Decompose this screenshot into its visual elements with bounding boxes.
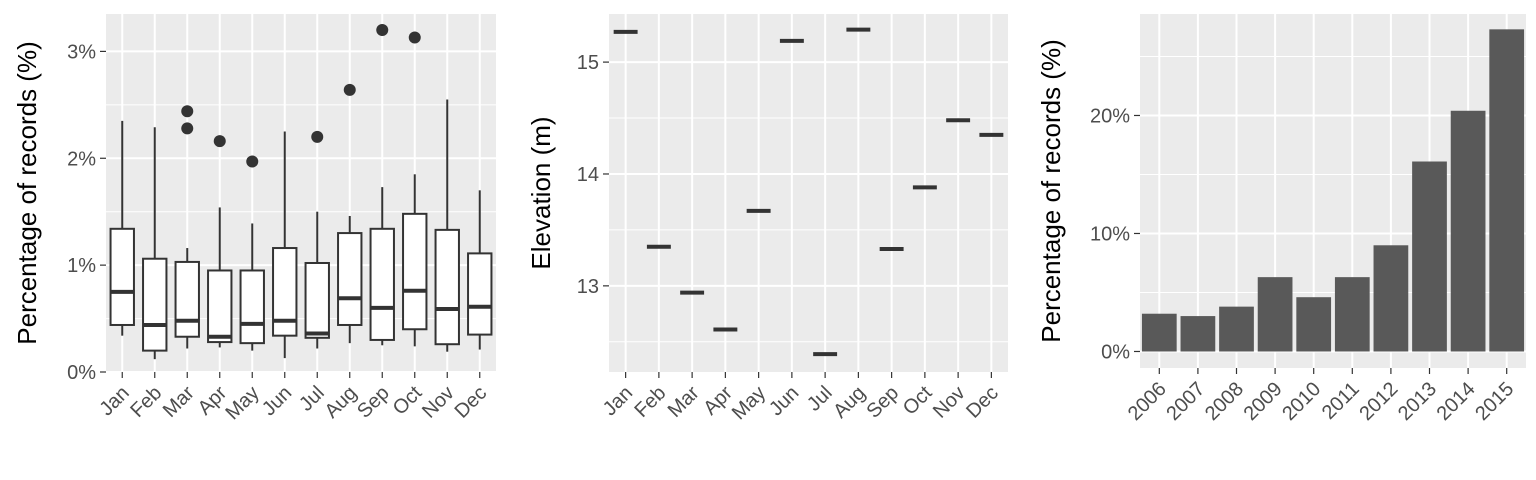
bar (1412, 161, 1447, 352)
y-tick-label: 0% (1101, 341, 1130, 363)
x-tick-label: 2015 (1471, 378, 1518, 425)
bar (1180, 316, 1216, 352)
x-tick-label: 2006 (1124, 378, 1171, 425)
box (434, 228, 460, 346)
x-tick-label: Jan (599, 382, 637, 420)
y-tick-label: 15 (577, 52, 599, 74)
y-axis-title: Elevation (m) (526, 116, 556, 269)
y-tick-label: 2% (67, 148, 96, 170)
box (174, 260, 200, 338)
y-axis-title: Percentage of records (%) (1036, 39, 1066, 342)
bar (1219, 306, 1254, 352)
x-tick-label: Jun (258, 382, 296, 420)
bar (1296, 297, 1332, 352)
box (142, 257, 168, 352)
y-tick-label: 20% (1090, 105, 1130, 127)
box (337, 232, 363, 326)
y-tick-label: 10% (1090, 223, 1130, 245)
box (207, 269, 233, 344)
x-tick-label: Dec (451, 382, 492, 423)
box (402, 212, 428, 331)
x-tick-label: Sep (862, 382, 903, 423)
x-tick-label: Oct (899, 382, 937, 420)
x-tick-label: Feb (630, 382, 670, 422)
box (467, 252, 493, 336)
monthly-percentage-boxplot: 0%1%2%3%JanFebMarAprMayJunJulAugSepOctNo… (12, 14, 496, 424)
x-tick-label: Apr (699, 382, 737, 420)
outlier-point (246, 155, 259, 168)
x-tick-label: Feb (126, 382, 166, 422)
y-tick-label: 3% (67, 41, 96, 63)
y-tick-label: 13 (577, 276, 599, 298)
x-tick-label: 2008 (1201, 378, 1248, 425)
x-tick-label: Dec (962, 382, 1003, 423)
x-tick-label: Mar (159, 382, 199, 422)
y-tick-label: 14 (577, 164, 599, 186)
x-tick-label: Oct (389, 382, 427, 420)
box (239, 269, 265, 345)
yearly-percentage-barchart: 0% 10% 20% 20062007200820092010201120122013… (1036, 14, 1526, 425)
outlier-point (376, 24, 389, 37)
x-tick-label: Jun (765, 382, 803, 420)
x-tick-label: 2012 (1355, 378, 1402, 425)
x-tick-label: May (728, 382, 770, 424)
x-tick-label: Sep (353, 382, 394, 423)
box (369, 227, 395, 341)
x-tick-label: Jan (95, 382, 133, 420)
x-tick-label: Aug (321, 382, 362, 423)
outlier-point (343, 83, 356, 96)
outlier-point (213, 135, 226, 148)
y-axis-title: Percentage of records (%) (12, 41, 42, 344)
bar (1334, 277, 1370, 352)
y-tick-label: 0% (67, 362, 96, 384)
box (304, 261, 330, 339)
x-tick-label: Mar (664, 382, 704, 422)
x-tick-label: 2009 (1240, 378, 1287, 425)
box (109, 227, 135, 326)
x-tick-label: 2013 (1394, 378, 1441, 425)
x-tick-label: 2014 (1433, 378, 1480, 425)
y-tick-label: 1% (67, 255, 96, 277)
bar (1141, 313, 1177, 352)
panel-background (609, 14, 1008, 372)
x-tick-label: Aug (829, 382, 870, 423)
outlier-point (181, 122, 194, 135)
x-tick-label: Nov (929, 382, 970, 423)
outlier-point (181, 105, 194, 118)
outlier-point (408, 31, 421, 44)
x-tick-label: 2010 (1278, 378, 1325, 425)
bar (1257, 277, 1293, 352)
x-tick-label: 2011 (1318, 378, 1364, 424)
panel-background (106, 14, 496, 372)
x-tick-label: Nov (418, 382, 459, 423)
bar (1373, 245, 1409, 352)
x-tick-label: May (222, 382, 264, 424)
x-tick-label: 2007 (1162, 378, 1209, 425)
outlier-point (311, 130, 324, 143)
box (272, 247, 298, 337)
bar (1450, 110, 1486, 352)
bar (1489, 29, 1525, 352)
